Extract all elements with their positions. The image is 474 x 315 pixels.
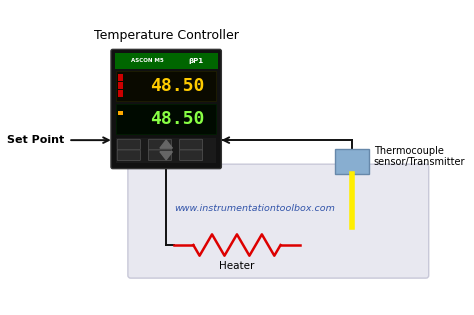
Text: 48.50: 48.50 xyxy=(150,110,204,128)
FancyBboxPatch shape xyxy=(128,164,428,278)
FancyBboxPatch shape xyxy=(180,139,203,150)
Polygon shape xyxy=(160,152,173,160)
Bar xyxy=(116,138,216,163)
FancyBboxPatch shape xyxy=(117,139,140,150)
Text: Temperature Controller: Temperature Controller xyxy=(94,29,238,42)
Text: βP1: βP1 xyxy=(189,58,204,64)
FancyBboxPatch shape xyxy=(111,49,221,169)
FancyBboxPatch shape xyxy=(180,150,203,161)
Polygon shape xyxy=(160,140,173,148)
Text: ASCON M5: ASCON M5 xyxy=(130,59,164,63)
Text: www.instrumentationtoolbox.com: www.instrumentationtoolbox.com xyxy=(174,203,335,213)
Bar xyxy=(335,149,369,174)
Bar xyxy=(116,71,216,101)
FancyBboxPatch shape xyxy=(148,150,172,161)
Text: Set Point: Set Point xyxy=(7,135,64,145)
Text: Thermocouple
sensor/Transmitter: Thermocouple sensor/Transmitter xyxy=(374,146,465,167)
Text: Heater: Heater xyxy=(219,261,255,271)
FancyBboxPatch shape xyxy=(148,139,172,150)
Bar xyxy=(118,90,123,96)
Text: 48.50: 48.50 xyxy=(150,77,204,95)
FancyBboxPatch shape xyxy=(117,150,140,161)
Bar xyxy=(118,74,123,81)
Bar xyxy=(118,111,123,115)
Bar xyxy=(115,53,218,69)
Bar xyxy=(116,104,216,134)
Bar xyxy=(118,82,123,89)
